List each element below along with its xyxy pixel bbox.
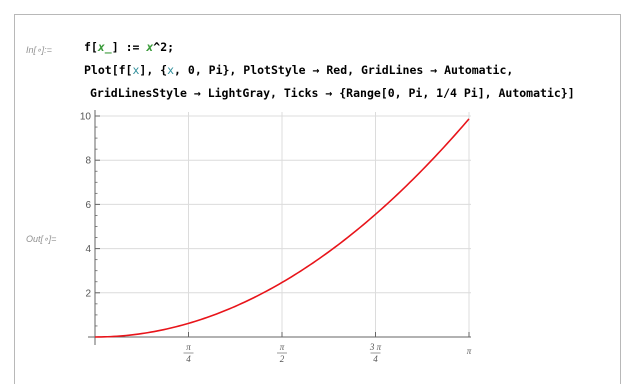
code-line-2[interactable]: Plot[f[x], {x, 0, Pi}, PlotStyle → Red, …: [84, 63, 514, 77]
x-tick-label-den: 2: [280, 354, 285, 364]
y-tick-label: 10: [80, 112, 92, 123]
y-tick-label: 4: [85, 244, 91, 255]
y-tick-label: 8: [85, 156, 91, 167]
code-line-3[interactable]: GridLinesStyle → LightGray, Ticks → {Ran…: [90, 86, 575, 100]
x-tick-label-num: π: [280, 342, 285, 352]
x-tick-label-den: 4: [186, 354, 191, 364]
y-tick-label: 6: [85, 200, 91, 211]
y-tick-label: 2: [85, 288, 91, 299]
x-tick-label-num: π: [186, 342, 191, 352]
code-line-1[interactable]: f[x_] := x^2;: [84, 40, 175, 54]
output-label: Out[∘]=: [26, 234, 57, 244]
curve-series-line: [94, 118, 470, 338]
input-label: In[∘]:=: [26, 45, 52, 55]
x-tick-label-den: 4: [373, 354, 378, 364]
notebook-cell-frame: [14, 14, 621, 384]
x-tick-label: π: [467, 346, 472, 356]
x-tick-label-num: 3 π: [369, 342, 382, 352]
